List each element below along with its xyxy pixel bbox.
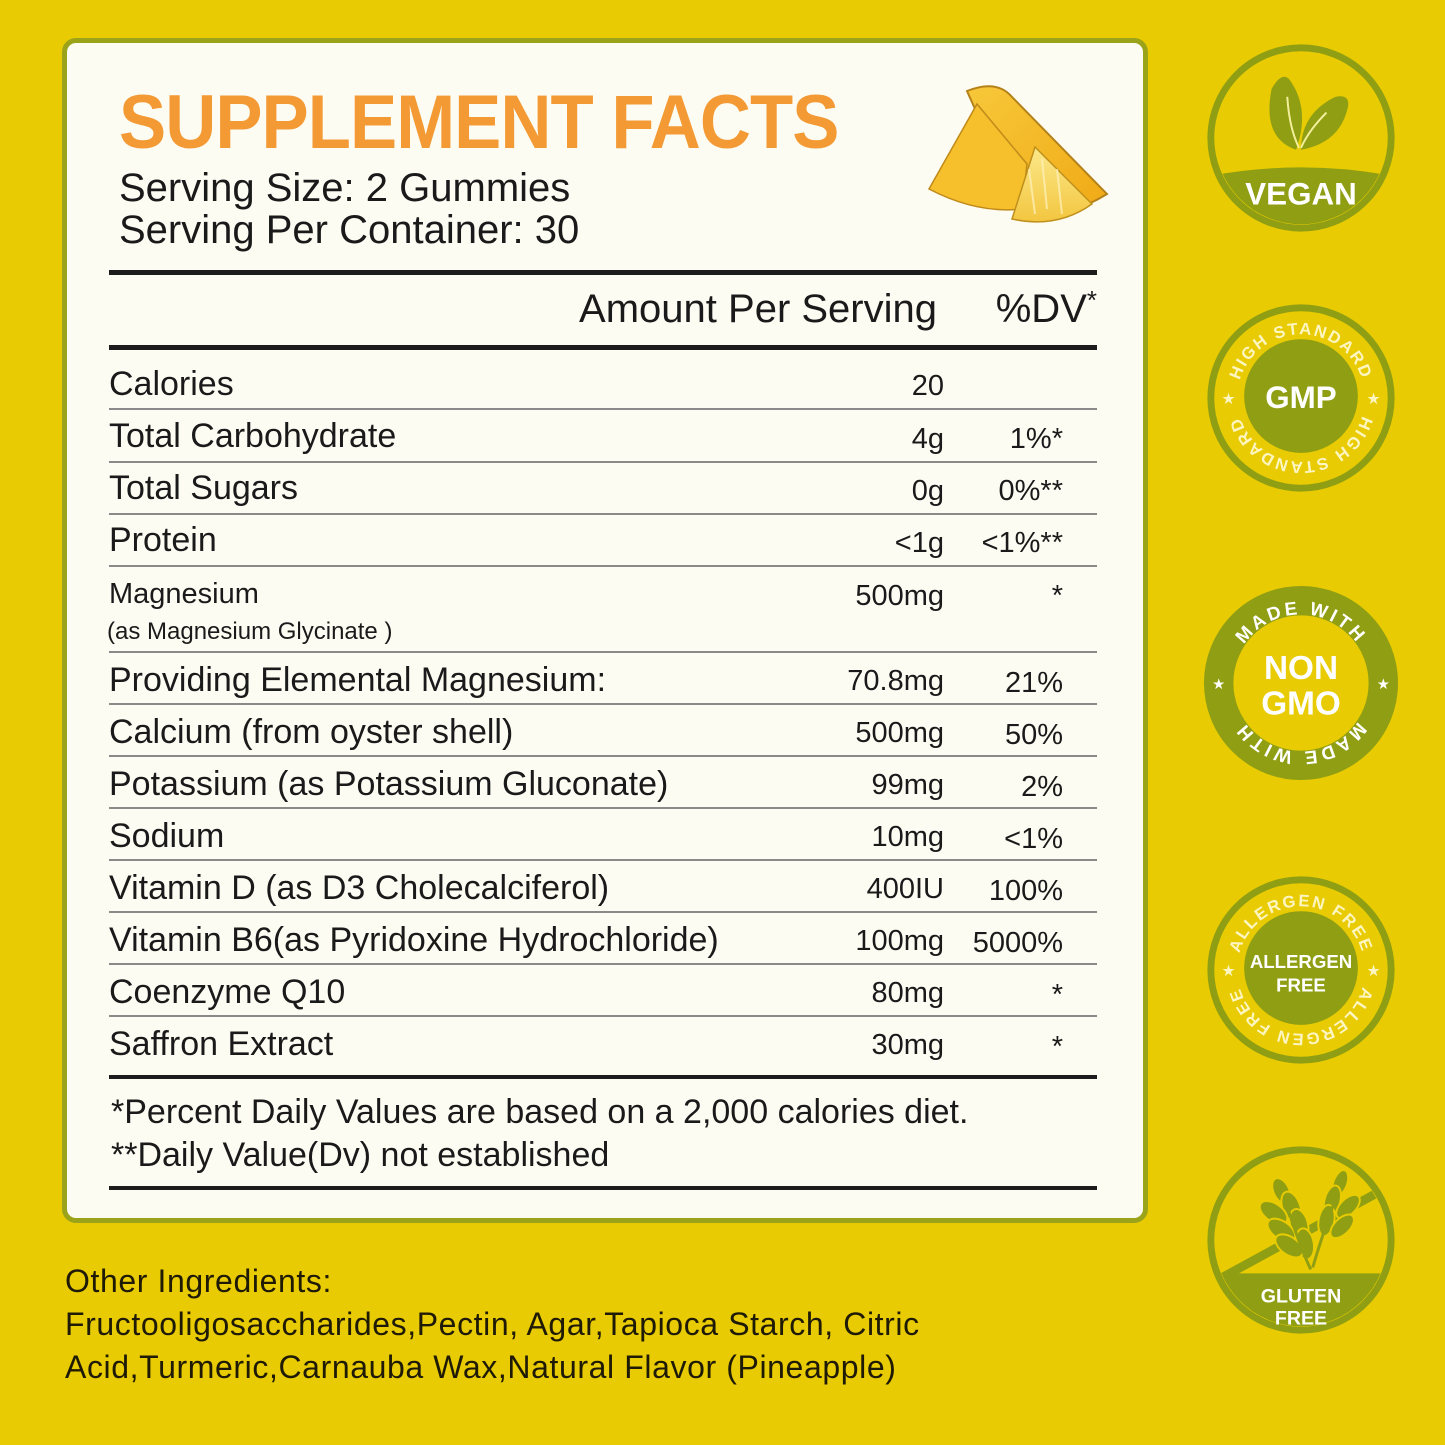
svg-text:NON: NON [1264, 650, 1338, 687]
nutrient-amount: 500mg [855, 717, 944, 749]
divider [109, 703, 1097, 705]
nutrient-name: Calcium (from oyster shell) [109, 713, 514, 751]
other-ingredients-line1: Fructooligosaccharides,Pectin, Agar,Tapi… [65, 1306, 920, 1342]
vegan-badge: VEGAN [1203, 40, 1399, 236]
svg-text:★: ★ [1212, 677, 1225, 693]
nutrient-name: Sodium [109, 817, 225, 855]
nutrient-name: Coenzyme Q10 [109, 973, 346, 1011]
svg-text:FREE: FREE [1275, 1307, 1327, 1329]
divider [109, 755, 1097, 757]
svg-text:★: ★ [1366, 391, 1380, 408]
nutrient-amount: 80mg [871, 977, 944, 1009]
wheat-crossed-icon: GLUTEN FREE [1207, 1146, 1395, 1334]
divider [109, 911, 1097, 913]
nutrient-name: Protein [109, 521, 217, 559]
divider [109, 565, 1097, 567]
svg-text:FREE: FREE [1276, 975, 1326, 996]
nutrient-dv: <1%** [981, 527, 1063, 559]
nutrient-dv: 5000% [972, 927, 1063, 959]
nutrient-name: Vitamin B6(as Pyridoxine Hydrochloride) [109, 921, 719, 959]
nutrient-dv: * [1051, 979, 1063, 1011]
dv-header-mark: * [1086, 285, 1097, 315]
divider [109, 345, 1097, 350]
nutrient-dv: * [1051, 580, 1063, 612]
svg-text:ALLERGEN: ALLERGEN [1250, 951, 1352, 972]
nutrient-amount: 500mg [855, 580, 944, 612]
dv-header-label: %DV [995, 287, 1087, 331]
non-gmo-badge: MADE WITH MADE WITH ★ ★ NON GMO [1203, 585, 1399, 781]
nutrient-amount: 20 [911, 370, 944, 402]
nutrient-dv: 0%** [998, 475, 1064, 507]
nutrient-name: Saffron Extract [109, 1025, 334, 1063]
nutrient-amount: 99mg [871, 769, 944, 801]
divider [109, 963, 1097, 965]
divider [109, 1015, 1097, 1017]
divider [109, 461, 1097, 463]
nutrient-name: Total Sugars [109, 469, 298, 507]
svg-text:★: ★ [1377, 677, 1390, 693]
svg-text:★: ★ [1221, 963, 1235, 980]
divider [109, 408, 1097, 410]
page-title: SUPPLEMENT FACTS [119, 80, 839, 165]
nutrient-source: (as Magnesium Glycinate ) [107, 618, 393, 645]
amount-per-serving-header: Amount Per Serving [579, 287, 937, 331]
serving-size: Serving Size: 2 Gummies [119, 166, 571, 210]
nutrient-name: Total Carbohydrate [109, 417, 397, 455]
svg-text:★: ★ [1221, 391, 1235, 408]
supplement-facts-panel: SUPPLEMENT FACTS Serving Size: 2 Gummies… [62, 38, 1148, 1223]
svg-text:VEGAN: VEGAN [1245, 177, 1357, 212]
divider [109, 651, 1097, 653]
nutrient-name: Calories [109, 365, 234, 403]
divider [109, 1075, 1097, 1079]
other-ingredients-line2: Acid,Turmeric,Carnauba Wax,Natural Flavo… [65, 1349, 897, 1385]
divider [109, 807, 1097, 809]
nutrient-dv: <1% [1004, 823, 1063, 855]
nutrient-name: Magnesium [109, 578, 259, 610]
svg-text:GMP: GMP [1265, 380, 1336, 415]
nutrient-name: Vitamin D (as D3 Cholecalciferol) [109, 869, 610, 907]
nutrient-dv: 1%* [1009, 423, 1063, 455]
nutrient-amount: 400IU [866, 873, 944, 905]
divider [109, 1186, 1097, 1190]
nutrient-dv: * [1051, 1031, 1063, 1063]
nutrient-amount: 10mg [871, 821, 944, 853]
nutrient-dv: 2% [1021, 771, 1063, 803]
divider [109, 270, 1097, 275]
dv-header: %DV* [995, 285, 1097, 332]
svg-text:GMO: GMO [1261, 685, 1341, 722]
allergen-free-badge: ALLERGEN FREE ALLERGEN FREE ★ ★ ALLERGEN… [1203, 872, 1399, 1068]
nutrient-amount: 70.8mg [847, 665, 944, 697]
other-ingredients-heading: Other Ingredients: [65, 1263, 332, 1299]
footnote-not-established: **Daily Value(Dv) not established [111, 1136, 610, 1174]
nutrient-name: Providing Elemental Magnesium: [109, 661, 607, 699]
nutrient-dv: 100% [988, 875, 1063, 907]
nutrient-amount: 0g [911, 475, 944, 507]
nutrient-amount: 30mg [871, 1029, 944, 1061]
footnote-dv: *Percent Daily Values are based on a 2,0… [111, 1093, 969, 1131]
nutrient-dv: 21% [1004, 667, 1063, 699]
leaves-icon: VEGAN [1207, 44, 1395, 232]
divider [109, 859, 1097, 861]
nutrient-amount: <1g [894, 527, 944, 559]
gmp-badge: HIGH STANDARD HIGH STANDARD ★ ★ GMP [1203, 300, 1399, 496]
nutrient-amount: 100mg [855, 925, 944, 957]
nutrient-amount: 4g [911, 423, 944, 455]
servings-per-container: Serving Per Container: 30 [119, 208, 580, 252]
gluten-free-badge: GLUTEN FREE [1203, 1142, 1399, 1338]
svg-text:★: ★ [1366, 963, 1380, 980]
divider [109, 513, 1097, 515]
nutrient-dv: 50% [1004, 719, 1063, 751]
svg-text:GLUTEN: GLUTEN [1261, 1286, 1342, 1308]
nutrient-name: Potassium (as Potassium Gluconate) [109, 765, 669, 803]
pineapple-image [917, 69, 1117, 239]
